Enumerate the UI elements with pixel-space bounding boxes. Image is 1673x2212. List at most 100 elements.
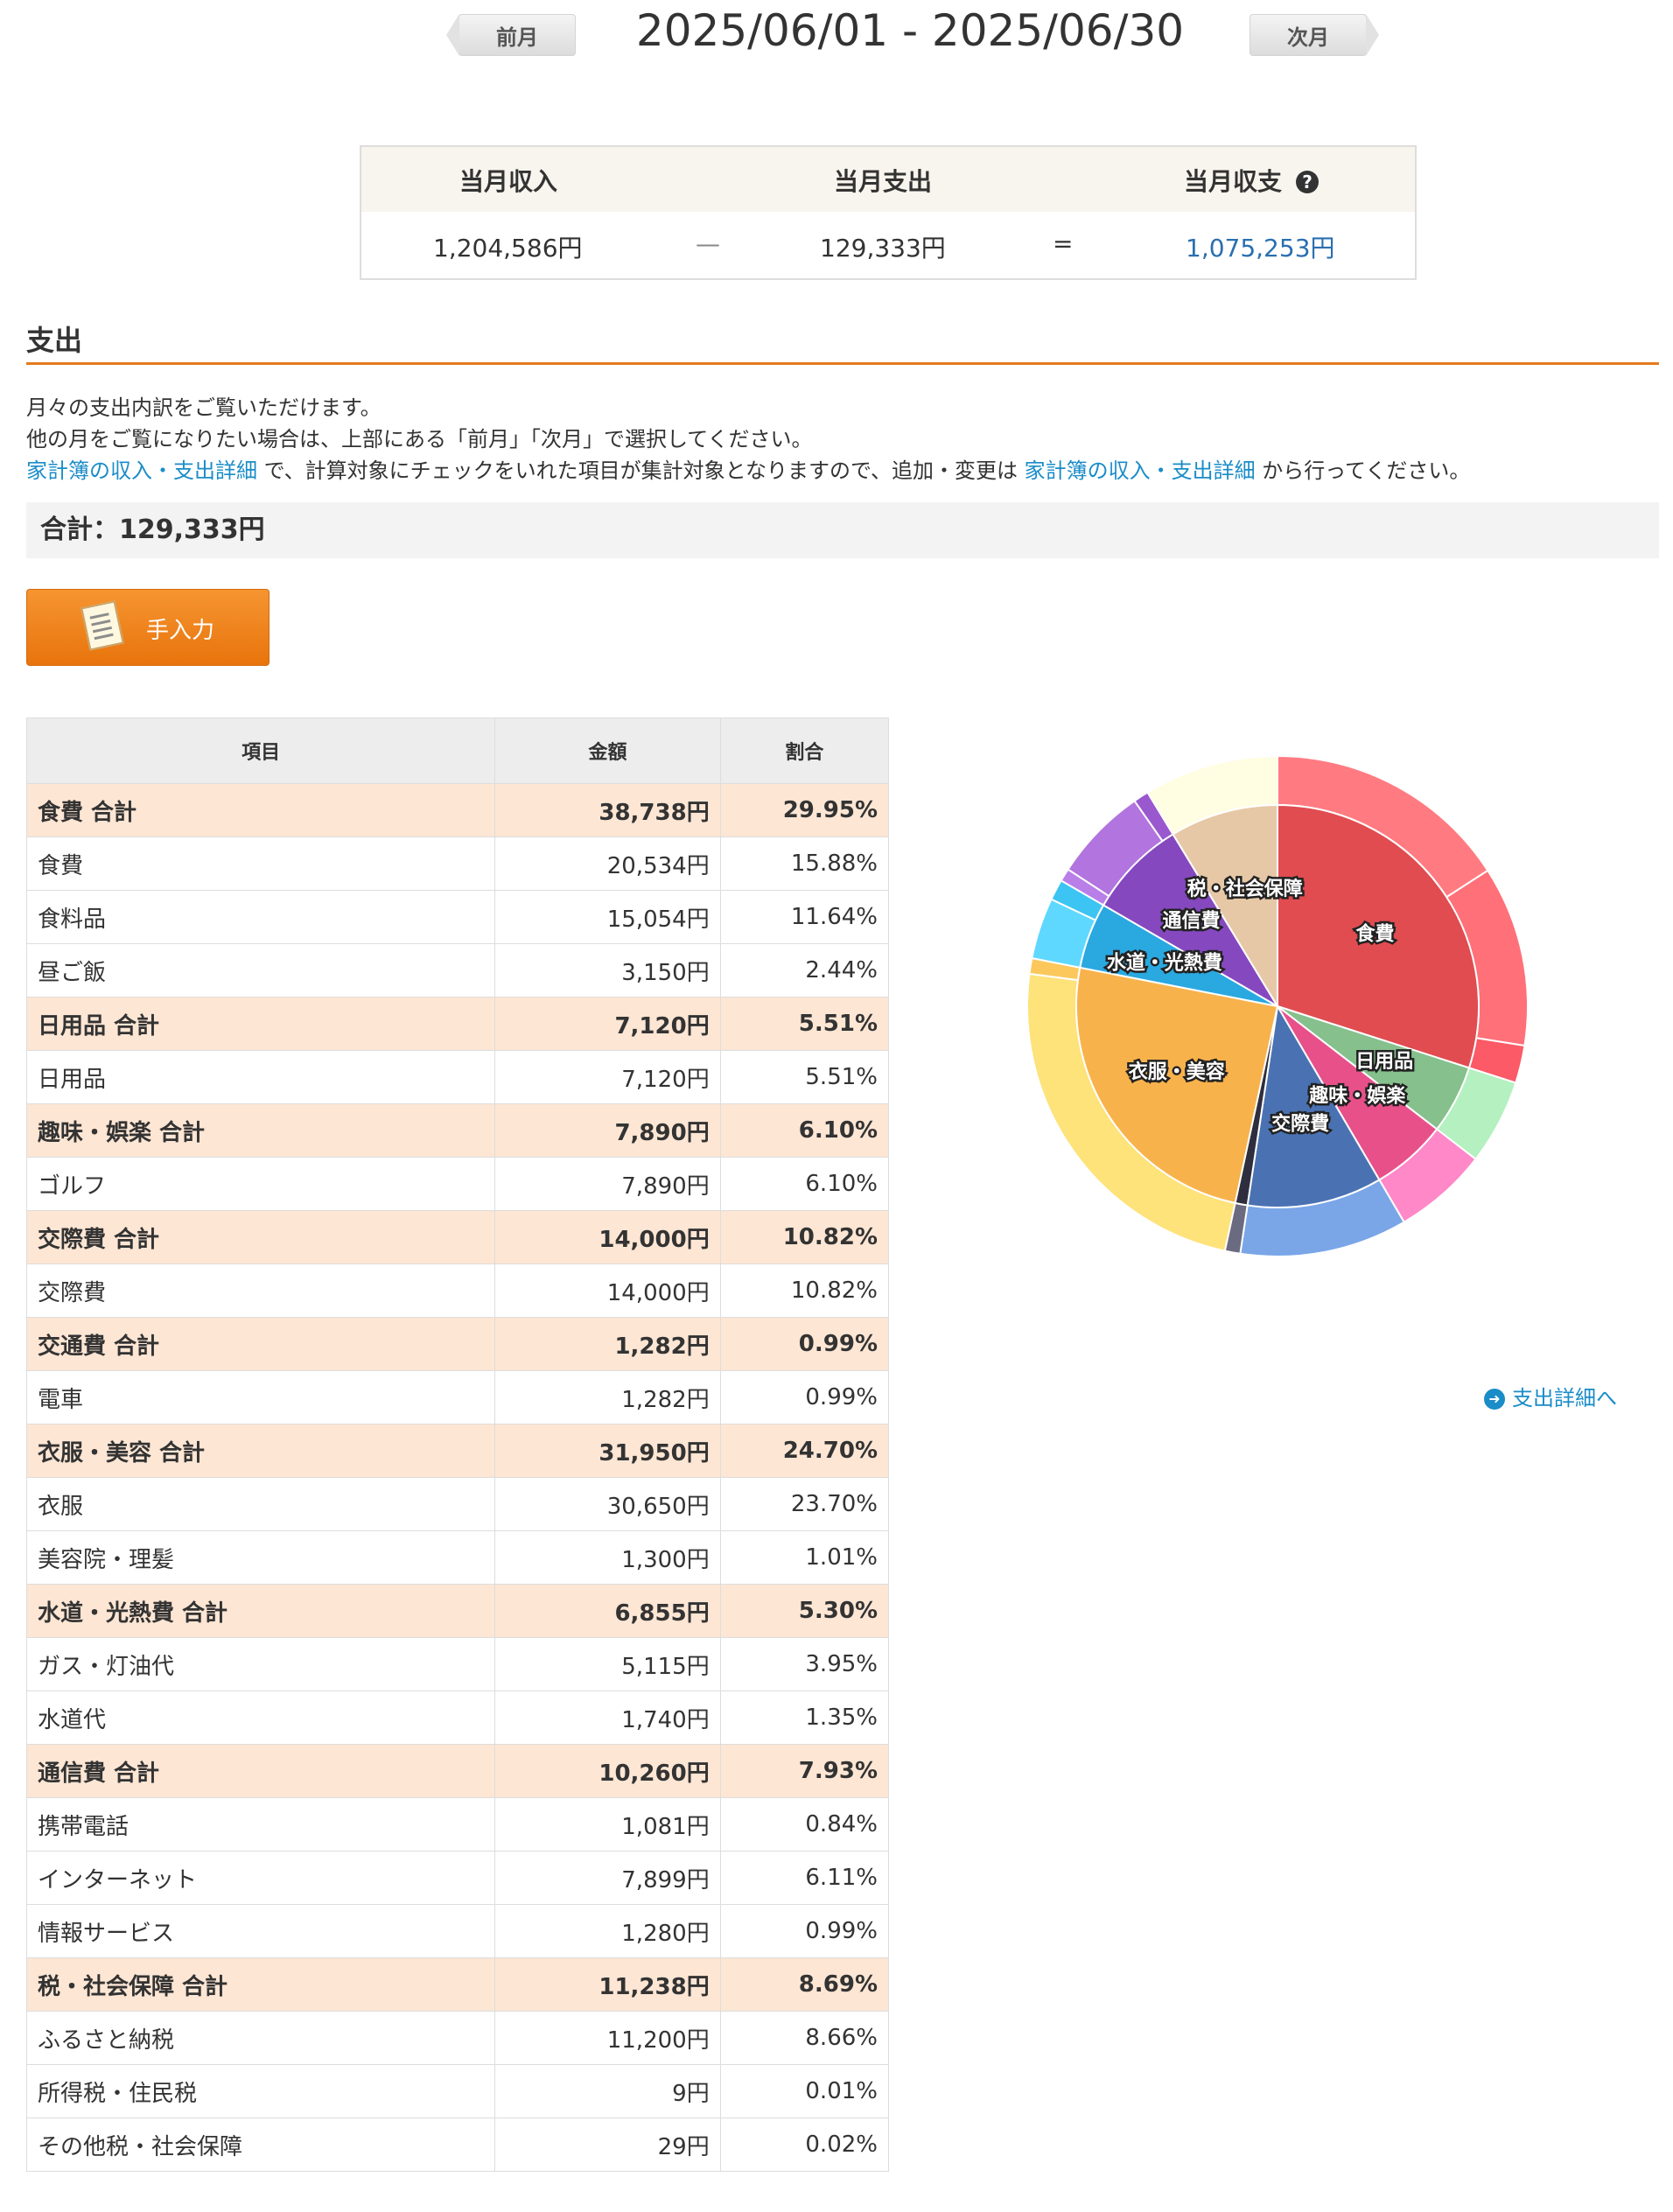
amount-cell: 1,081円 bbox=[494, 1797, 721, 1852]
question-circle-icon[interactable]: ? bbox=[1296, 171, 1320, 193]
table-row: ガス・灯油代 5,115円 3.95% bbox=[25, 1637, 890, 1691]
table-row: ゴルフ 7,890円 6.10% bbox=[25, 1157, 890, 1211]
table-row: 美容院・理髪 1,300円 1.01% bbox=[25, 1530, 890, 1585]
ratio-cell: 10.82% bbox=[719, 1210, 890, 1264]
item-name-cell: 税・社会保障 合計 bbox=[25, 1957, 496, 2012]
table-row: ふるさと納税 11,200円 8.66% bbox=[25, 2011, 890, 2065]
amount-cell: 11,200円 bbox=[494, 2011, 721, 2065]
item-name-cell: 食費 合計 bbox=[25, 783, 496, 837]
amount-cell: 6,855円 bbox=[494, 1584, 721, 1638]
ratio-cell: 29.95% bbox=[719, 783, 890, 837]
detail-link-2[interactable]: 家計簿の収入・支出詳細 bbox=[1024, 458, 1256, 483]
ratio-cell: 24.70% bbox=[719, 1424, 890, 1478]
ratio-cell: 11.64% bbox=[719, 890, 890, 944]
pie-slice-label: 交際費 bbox=[1271, 1113, 1329, 1136]
ratio-cell: 5.51% bbox=[719, 1050, 890, 1104]
inner-pie-slice bbox=[1102, 833, 1278, 1007]
category-total-row: 趣味・娯楽 合計 7,890円 6.10% bbox=[25, 1103, 890, 1158]
item-name-cell: ゴルフ bbox=[25, 1157, 496, 1211]
prev-month-button[interactable]: 前月 bbox=[446, 14, 576, 56]
next-month-button[interactable]: 次月 bbox=[1250, 14, 1379, 56]
pie-slice-label: 食費 bbox=[1356, 923, 1395, 946]
income-label: 当月収入 bbox=[459, 167, 558, 196]
balance-value: 1,075,253円 bbox=[1186, 234, 1335, 262]
detail-link-1[interactable]: 家計簿の収入・支出詳細 bbox=[26, 458, 257, 483]
amount-cell: 7,899円 bbox=[494, 1851, 721, 1905]
item-name-cell: ガス・灯油代 bbox=[25, 1637, 496, 1691]
pie-slice-label: 日用品 bbox=[1355, 1051, 1413, 1073]
item-name-cell: その他税・社会保障 bbox=[25, 2118, 496, 2172]
period-title: 2025/06/01 - 2025/06/30 bbox=[635, 5, 1185, 56]
pie-slice-label: 衣服・美容 bbox=[1129, 1060, 1225, 1083]
inner-pie-slice bbox=[1075, 966, 1279, 1205]
amount-cell: 15,054円 bbox=[494, 890, 721, 944]
item-name-cell: 携帯電話 bbox=[25, 1797, 496, 1852]
category-total-row: 交通費 合計 1,282円 0.99% bbox=[25, 1317, 890, 1371]
item-name-cell: 日用品 合計 bbox=[25, 997, 496, 1051]
table-row: 昼ご飯 3,150円 2.44% bbox=[25, 943, 890, 998]
table-row: 食料品 15,054円 11.64% bbox=[25, 890, 890, 944]
category-total-row: 日用品 合計 7,120円 5.51% bbox=[25, 997, 890, 1051]
amount-cell: 10,260円 bbox=[494, 1744, 721, 1798]
amount-cell: 1,740円 bbox=[494, 1690, 721, 1745]
amount-cell: 7,120円 bbox=[494, 997, 721, 1051]
item-name-cell: 食費 bbox=[25, 836, 496, 891]
category-total-row: 税・社会保障 合計 11,238円 8.69% bbox=[25, 1957, 890, 2012]
monthly-summary: 当月収入 当月支出 当月収支? 1,204,586円 — 129,333円 = … bbox=[360, 145, 1417, 280]
balance-label: 当月収支? bbox=[1184, 163, 1320, 198]
amount-cell: 9円 bbox=[494, 2064, 721, 2118]
ratio-cell: 0.99% bbox=[719, 1317, 890, 1371]
pie-slice-label: 税・社会保障 bbox=[1187, 878, 1303, 900]
item-name-cell: 交通費 合計 bbox=[25, 1317, 496, 1371]
expense-detail-link[interactable]: ➜ 支出詳細へ bbox=[1484, 1381, 1617, 1411]
ratio-cell: 15.88% bbox=[719, 836, 890, 891]
manual-entry-button[interactable]: 手入力 bbox=[26, 589, 270, 666]
amount-cell: 30,650円 bbox=[494, 1477, 721, 1531]
pie-slice-label: 水道・光熱費 bbox=[1107, 951, 1222, 974]
amount-cell: 7,120円 bbox=[494, 1050, 721, 1104]
item-name-cell: 食料品 bbox=[25, 890, 496, 944]
item-name-cell: インターネット bbox=[25, 1851, 496, 1905]
item-name-cell: 交際費 合計 bbox=[25, 1210, 496, 1264]
equals-sign: = bbox=[1053, 229, 1074, 258]
table-row: 日用品 7,120円 5.51% bbox=[25, 1050, 890, 1104]
ratio-cell: 6.11% bbox=[719, 1851, 890, 1905]
item-name-cell: ふるさと納税 bbox=[25, 2011, 496, 2065]
item-name-cell: 水道代 bbox=[25, 1690, 496, 1745]
minus-sign: — bbox=[696, 229, 720, 258]
desc-line-2: 他の月をご覧になりたい場合は、上部にある「前月」「次月」で選択してください。 bbox=[26, 427, 813, 452]
pie-slice-label: 通信費 bbox=[1162, 909, 1220, 932]
amount-cell: 14,000円 bbox=[494, 1264, 721, 1318]
category-total-row: 食費 合計 38,738円 29.95% bbox=[25, 783, 890, 837]
table-row: 情報サービス 1,280円 0.99% bbox=[25, 1904, 890, 1958]
item-name-cell: 日用品 bbox=[25, 1050, 496, 1104]
amount-cell: 20,534円 bbox=[494, 836, 721, 891]
item-name-cell: 趣味・娯楽 合計 bbox=[25, 1103, 496, 1158]
ratio-cell: 23.70% bbox=[719, 1477, 890, 1531]
item-name-cell: 交際費 bbox=[25, 1264, 496, 1318]
table-row: 電車 1,282円 0.99% bbox=[25, 1370, 890, 1424]
table-row: 衣服 30,650円 23.70% bbox=[25, 1477, 890, 1531]
amount-cell: 1,282円 bbox=[494, 1370, 721, 1424]
category-total-row: 水道・光熱費 合計 6,855円 5.30% bbox=[25, 1584, 890, 1638]
amount-cell: 7,890円 bbox=[494, 1157, 721, 1211]
table-row: 食費 20,534円 15.88% bbox=[25, 836, 890, 891]
amount-cell: 14,000円 bbox=[494, 1210, 721, 1264]
section-title: 支出 bbox=[26, 324, 83, 357]
item-name-cell: 情報サービス bbox=[25, 1904, 496, 1958]
section-divider bbox=[26, 362, 1659, 365]
ratio-cell: 3.95% bbox=[719, 1637, 890, 1691]
income-value: 1,204,586円 bbox=[433, 234, 583, 262]
ratio-cell: 8.66% bbox=[719, 2011, 890, 2065]
amount-cell: 31,950円 bbox=[494, 1424, 721, 1478]
inner-pie-slice bbox=[1172, 803, 1278, 1010]
category-total-row: 通信費 合計 10,260円 7.93% bbox=[25, 1744, 890, 1798]
ratio-cell: 5.51% bbox=[719, 997, 890, 1051]
item-name-cell: 通信費 合計 bbox=[25, 1744, 496, 1798]
ratio-cell: 0.99% bbox=[719, 1370, 890, 1424]
item-name-cell: 水道・光熱費 合計 bbox=[25, 1584, 496, 1638]
amount-cell: 3,150円 bbox=[494, 943, 721, 998]
header-amount: 金額 bbox=[494, 718, 721, 784]
amount-cell: 1,280円 bbox=[494, 1904, 721, 1958]
